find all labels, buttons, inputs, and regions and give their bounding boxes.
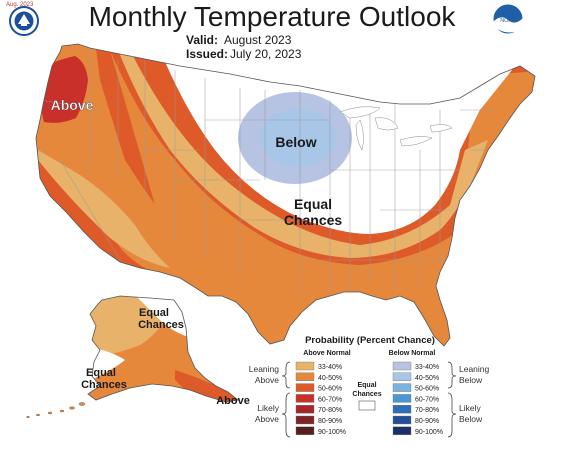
alaska-outline (87, 295, 239, 403)
issued-label: Issued: (186, 47, 228, 61)
legend-leaning-below-2: Below (459, 375, 483, 385)
label-equal-chances-2: Chances (284, 212, 343, 228)
legend-likely-below-2: Below (459, 414, 483, 424)
page-title: Monthly Temperature Outlook (89, 1, 457, 32)
legend-below-header: Below Normal (389, 350, 436, 357)
label-above-west: Above (51, 97, 94, 113)
below-range-label: 33-40% (415, 364, 439, 371)
above-swatch (295, 426, 315, 435)
above-range-label: 80-90% (318, 418, 342, 425)
legend-above-swatches: 33-40% 40-50% 50-60% 60-70% 70-80% 80-90% 90-1… (295, 361, 346, 436)
below-range-label: 60-70% (415, 396, 439, 403)
valid-value: August 2023 (224, 33, 292, 47)
above-range-label: 50-60% (318, 386, 342, 393)
legend-likely-above-2: Above (255, 414, 279, 424)
above-range-label: 70-80% (318, 407, 342, 414)
below-range-label: 90-100% (415, 429, 443, 436)
legend-leaning-above-2: Above (255, 375, 279, 385)
above-swatch (295, 361, 315, 371)
legend-below-swatches: 33-40% 40-50% 50-60% 60-70% 70-80% 80-90% 90-1… (392, 361, 443, 436)
legend: Probability (Percent Chance) Above Norma… (249, 335, 490, 438)
above-swatch (295, 394, 315, 403)
legend-title: Probability (Percent Chance) (305, 335, 435, 346)
above-range-label: 40-50% (318, 375, 342, 382)
below-swatch (392, 426, 412, 435)
above-range-label: 60-70% (318, 396, 342, 403)
noaa-logo: NOAA (492, 3, 524, 35)
nws-logo: Aug. 2023 (6, 2, 39, 36)
above-swatch (295, 415, 315, 425)
below-range-label: 80-90% (415, 418, 439, 425)
label-alaska-above: Above (216, 395, 250, 407)
legend-equal-swatch (358, 400, 376, 411)
above-swatch (295, 405, 315, 414)
below-swatch (392, 361, 412, 371)
legend-equal-1: Equal (357, 382, 376, 389)
us-outline (35, 43, 536, 347)
label-alaska-ec-left-1: Equal (86, 367, 116, 379)
below-range-label: 40-50% (415, 375, 439, 382)
legend-leaning-below-1: Leaning (459, 364, 490, 374)
above-range-label: 33-40% (318, 364, 342, 371)
great-lakes (339, 106, 453, 151)
legend-likely-above-1: Likely (257, 403, 279, 413)
label-alaska-ec-top-1: Equal (139, 307, 169, 319)
below-swatch (392, 372, 412, 381)
legend-equal-2: Chances (352, 391, 381, 398)
above-range-label: 90-100% (318, 429, 346, 436)
legend-leaning-above-1: Leaning (249, 364, 280, 374)
above-swatch (295, 372, 315, 381)
label-below: Below (275, 134, 316, 150)
noaa-logo-text: NOAA (500, 18, 516, 24)
above-swatch (295, 383, 315, 392)
below-swatch (392, 383, 412, 392)
below-range-label: 50-60% (415, 386, 439, 393)
below-swatch (392, 405, 412, 414)
below-swatch (392, 415, 412, 425)
label-alaska-ec-top-2: Chances (138, 319, 184, 331)
legend-likely-below-1: Likely (459, 403, 481, 413)
legend-above-header: Above Normal (303, 350, 351, 357)
valid-label: Valid: (186, 33, 218, 47)
aleutian-islands (26, 402, 86, 419)
issued-value: July 20, 2023 (230, 47, 302, 61)
below-swatch (392, 394, 412, 403)
below-range-label: 70-80% (415, 407, 439, 414)
legend-braces (281, 361, 457, 438)
label-alaska-ec-left-2: Chances (81, 379, 127, 391)
logo-date-text: Aug. 2023 (6, 2, 34, 8)
label-equal-chances-1: Equal (294, 196, 332, 212)
